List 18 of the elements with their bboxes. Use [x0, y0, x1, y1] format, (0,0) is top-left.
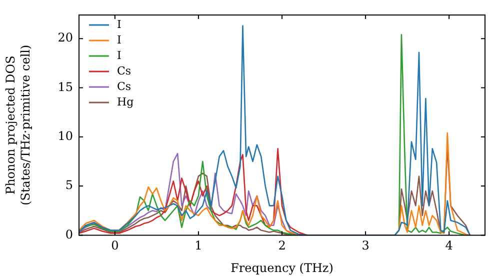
x-tick-label: 2	[278, 238, 286, 253]
x-tick-label: 1	[194, 238, 202, 253]
x-tick-label: 0	[111, 238, 119, 253]
y-tick-label: 0	[65, 227, 73, 242]
y-tick-label: 5	[65, 178, 73, 192]
y-tick-label: 10	[58, 129, 73, 144]
y-tick-label: 15	[58, 80, 73, 94]
legend-label: Hg	[117, 95, 134, 108]
text: I	[117, 18, 122, 31]
y-axis-title: Phonon projected DOS (States/THz·primitive cell)	[4, 44, 33, 206]
x-axis-title: Frequency (THz)	[230, 260, 334, 275]
x-tick-label: 4	[445, 238, 454, 253]
y-tick-label: 20	[58, 30, 73, 45]
legend-label: I	[117, 33, 122, 46]
legend-label: I	[117, 48, 122, 62]
x-tick-label: 3	[362, 238, 370, 253]
legend-label: Cs	[117, 80, 132, 93]
legend-label: Cs	[117, 64, 132, 78]
